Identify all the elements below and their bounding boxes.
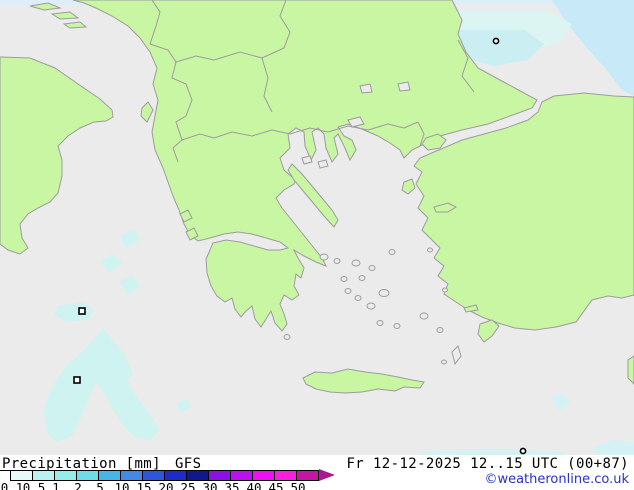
- colorbar-label: 35: [224, 480, 240, 490]
- colorbar-label: 10: [114, 480, 130, 490]
- islands-outlined: [283, 81, 462, 366]
- colorbar-label: 0.1: [0, 480, 24, 490]
- land-crete: [302, 368, 425, 394]
- legend-title: Precipitation [mm] GFS: [2, 456, 332, 472]
- square-marker-icon: [73, 376, 81, 384]
- copyright-link[interactable]: ©weatheronline.co.uk: [484, 472, 629, 487]
- model-name: GFS: [174, 456, 202, 472]
- map-markers: [73, 37, 527, 455]
- colorbar-label: 45: [268, 480, 284, 490]
- colorbar: [10, 470, 319, 481]
- colorbar-label: 30: [202, 480, 218, 490]
- land-euboea: [287, 163, 339, 228]
- land-turkey: [413, 92, 634, 331]
- parameter-name: Precipitation: [2, 456, 117, 472]
- land-italy: [0, 56, 114, 255]
- circle-marker-icon: [492, 37, 500, 45]
- colorbar-label: 20: [158, 480, 174, 490]
- colorbar-arrow-icon: [319, 469, 335, 481]
- colorbar-label: 40: [246, 480, 262, 490]
- colorbar-label: 1: [52, 480, 60, 490]
- square-marker-icon: [78, 307, 86, 315]
- colorbar-label: 50: [290, 480, 306, 490]
- colorbar-label: 25: [180, 480, 196, 490]
- legend-band: Precipitation [mm] GFS 0.1 0.5 1 2 5 10 15 20 25 3…: [0, 455, 634, 490]
- country-borders: [149, 0, 475, 163]
- colorbar-cell: [296, 470, 319, 481]
- parameter-unit: [mm]: [125, 456, 161, 472]
- colorbar-label: 5: [96, 480, 104, 490]
- land-balkans-greece: [72, 0, 538, 332]
- colorbar-label: 0.5: [22, 480, 46, 490]
- land-masses: [0, 0, 634, 394]
- colorbar-label: 15: [136, 480, 152, 490]
- circle-marker-icon: [519, 447, 527, 455]
- colorbar-labels: 0.1 0.5 1 2 5 10 15 20 25 30 35 40 45 50: [1, 480, 340, 490]
- colorbar-label: 2: [74, 480, 82, 490]
- valid-time-label: Fr 12-12-2025 12..15 UTC (00+87): [346, 456, 629, 472]
